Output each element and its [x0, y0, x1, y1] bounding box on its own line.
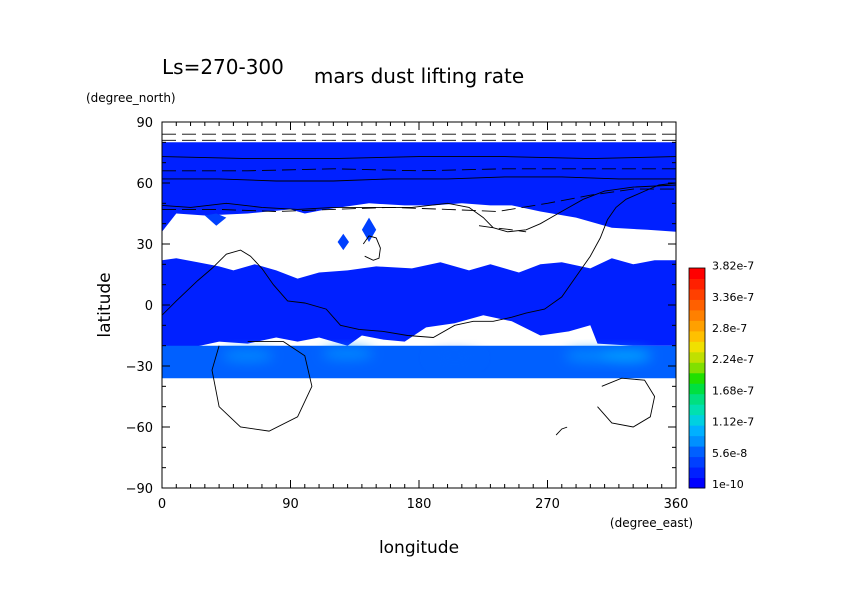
chart-subtitle: Ls=270-300 — [162, 55, 284, 79]
colorbar-label: 2.8e-7 — [712, 322, 747, 335]
dust-region-north-band — [162, 142, 676, 232]
y-tick-label: 30 — [136, 238, 153, 253]
colorbar-swatch — [689, 446, 705, 458]
dust-hotspot-5 — [600, 349, 653, 362]
contour-hill-contour — [362, 235, 381, 261]
colorbar-swatch — [689, 278, 705, 290]
x-tick-label: 180 — [407, 497, 432, 512]
colorbar-swatch — [689, 425, 705, 437]
y-tick-label: 90 — [136, 116, 153, 131]
colorbar-swatch — [689, 383, 705, 395]
dust-region-patch-1 — [361, 217, 377, 242]
colorbar-swatch — [689, 456, 705, 468]
colorbar-swatch — [689, 309, 705, 321]
colorbar-swatch — [689, 404, 705, 416]
colorbar-swatch — [689, 393, 705, 405]
contour-layer — [162, 133, 676, 436]
contour-continent-outline — [162, 182, 676, 338]
dust-region-patch-2 — [337, 233, 349, 251]
x-tick-label: 90 — [282, 497, 299, 512]
x-tick-labels: 0 90 180 270 360 — [158, 497, 689, 512]
y-tick-label: 0 — [145, 299, 153, 314]
dust-hotspot-4 — [564, 349, 617, 362]
colorbar-swatch — [689, 362, 705, 374]
colorbar-swatch — [689, 435, 705, 447]
colorbar-swatch — [689, 467, 705, 479]
dust-hotspot-2 — [321, 347, 374, 360]
x-tick-label: 360 — [664, 497, 689, 512]
y-tick-label: −90 — [126, 482, 153, 497]
colorbar-swatch — [689, 477, 705, 489]
colorbar-label: 2.24e-7 — [712, 353, 754, 366]
colorbar-label: 3.82e-7 — [712, 260, 754, 273]
dust-hotspot-3 — [428, 351, 481, 364]
colorbar-swatch — [689, 351, 705, 363]
y-axis-label: latitude — [95, 272, 115, 337]
colorbar-frame — [688, 267, 706, 489]
colorbar: 1e-10 5.6e-8 1.12e-7 1.68e-7 2.24e-7 2.8e-7 3.… — [688, 260, 754, 491]
x-tick-label: 270 — [535, 497, 560, 512]
contour-south-contour-left — [211, 341, 313, 432]
x-tick-label: 0 — [158, 497, 166, 512]
x-units: (degree_east) — [610, 516, 693, 530]
colorbar-swatch — [689, 299, 705, 311]
dust-region-southern-band — [162, 345, 676, 379]
y-units: (degree_north) — [86, 91, 176, 105]
contour-north-dashed-1 — [162, 188, 676, 212]
hotspot-layer — [221, 347, 653, 364]
colorbar-swatch — [689, 320, 705, 332]
contour-west-dashed-fragment — [478, 225, 527, 233]
contour-north-dashed-2 — [162, 168, 676, 172]
colorbar-label: 1.68e-7 — [712, 384, 754, 397]
colorbar-swatch — [689, 341, 705, 353]
colorbar-swatch — [689, 330, 705, 342]
colorbar-swatch — [689, 372, 705, 384]
colorbar-label: 1.12e-7 — [712, 416, 754, 429]
chart-title: mars dust lifting rate — [314, 64, 524, 88]
contour-south-dashed-fragment — [555, 426, 568, 436]
x-axis-label: longitude — [379, 538, 459, 558]
contour-north-contour-2 — [162, 176, 676, 182]
y-tick-label: −60 — [126, 421, 153, 436]
colorbar-swatch — [689, 268, 705, 279]
dust-hotspot-1 — [221, 349, 274, 362]
colorbar-label: 3.36e-7 — [712, 291, 754, 304]
colorbar-swatch — [689, 414, 705, 426]
y-tick-labels: −90 −60 −30 0 30 60 90 — [126, 116, 153, 497]
y-tick-label: −30 — [126, 360, 153, 375]
contour-south-contour-right — [597, 377, 656, 428]
dust-region-tropical-band — [162, 258, 676, 350]
axis-ticks — [161, 121, 677, 489]
colorbar-swatch — [689, 288, 705, 300]
plot-fill-layer — [162, 142, 676, 379]
contour-north-contour-3 — [162, 156, 676, 160]
colorbar-label: 5.6e-8 — [712, 447, 747, 460]
y-tick-label: 60 — [136, 177, 153, 192]
colorbar-label: 1e-10 — [712, 478, 744, 491]
dust-region-patch-3 — [204, 213, 227, 226]
contour-north-contour-1 — [162, 184, 676, 233]
